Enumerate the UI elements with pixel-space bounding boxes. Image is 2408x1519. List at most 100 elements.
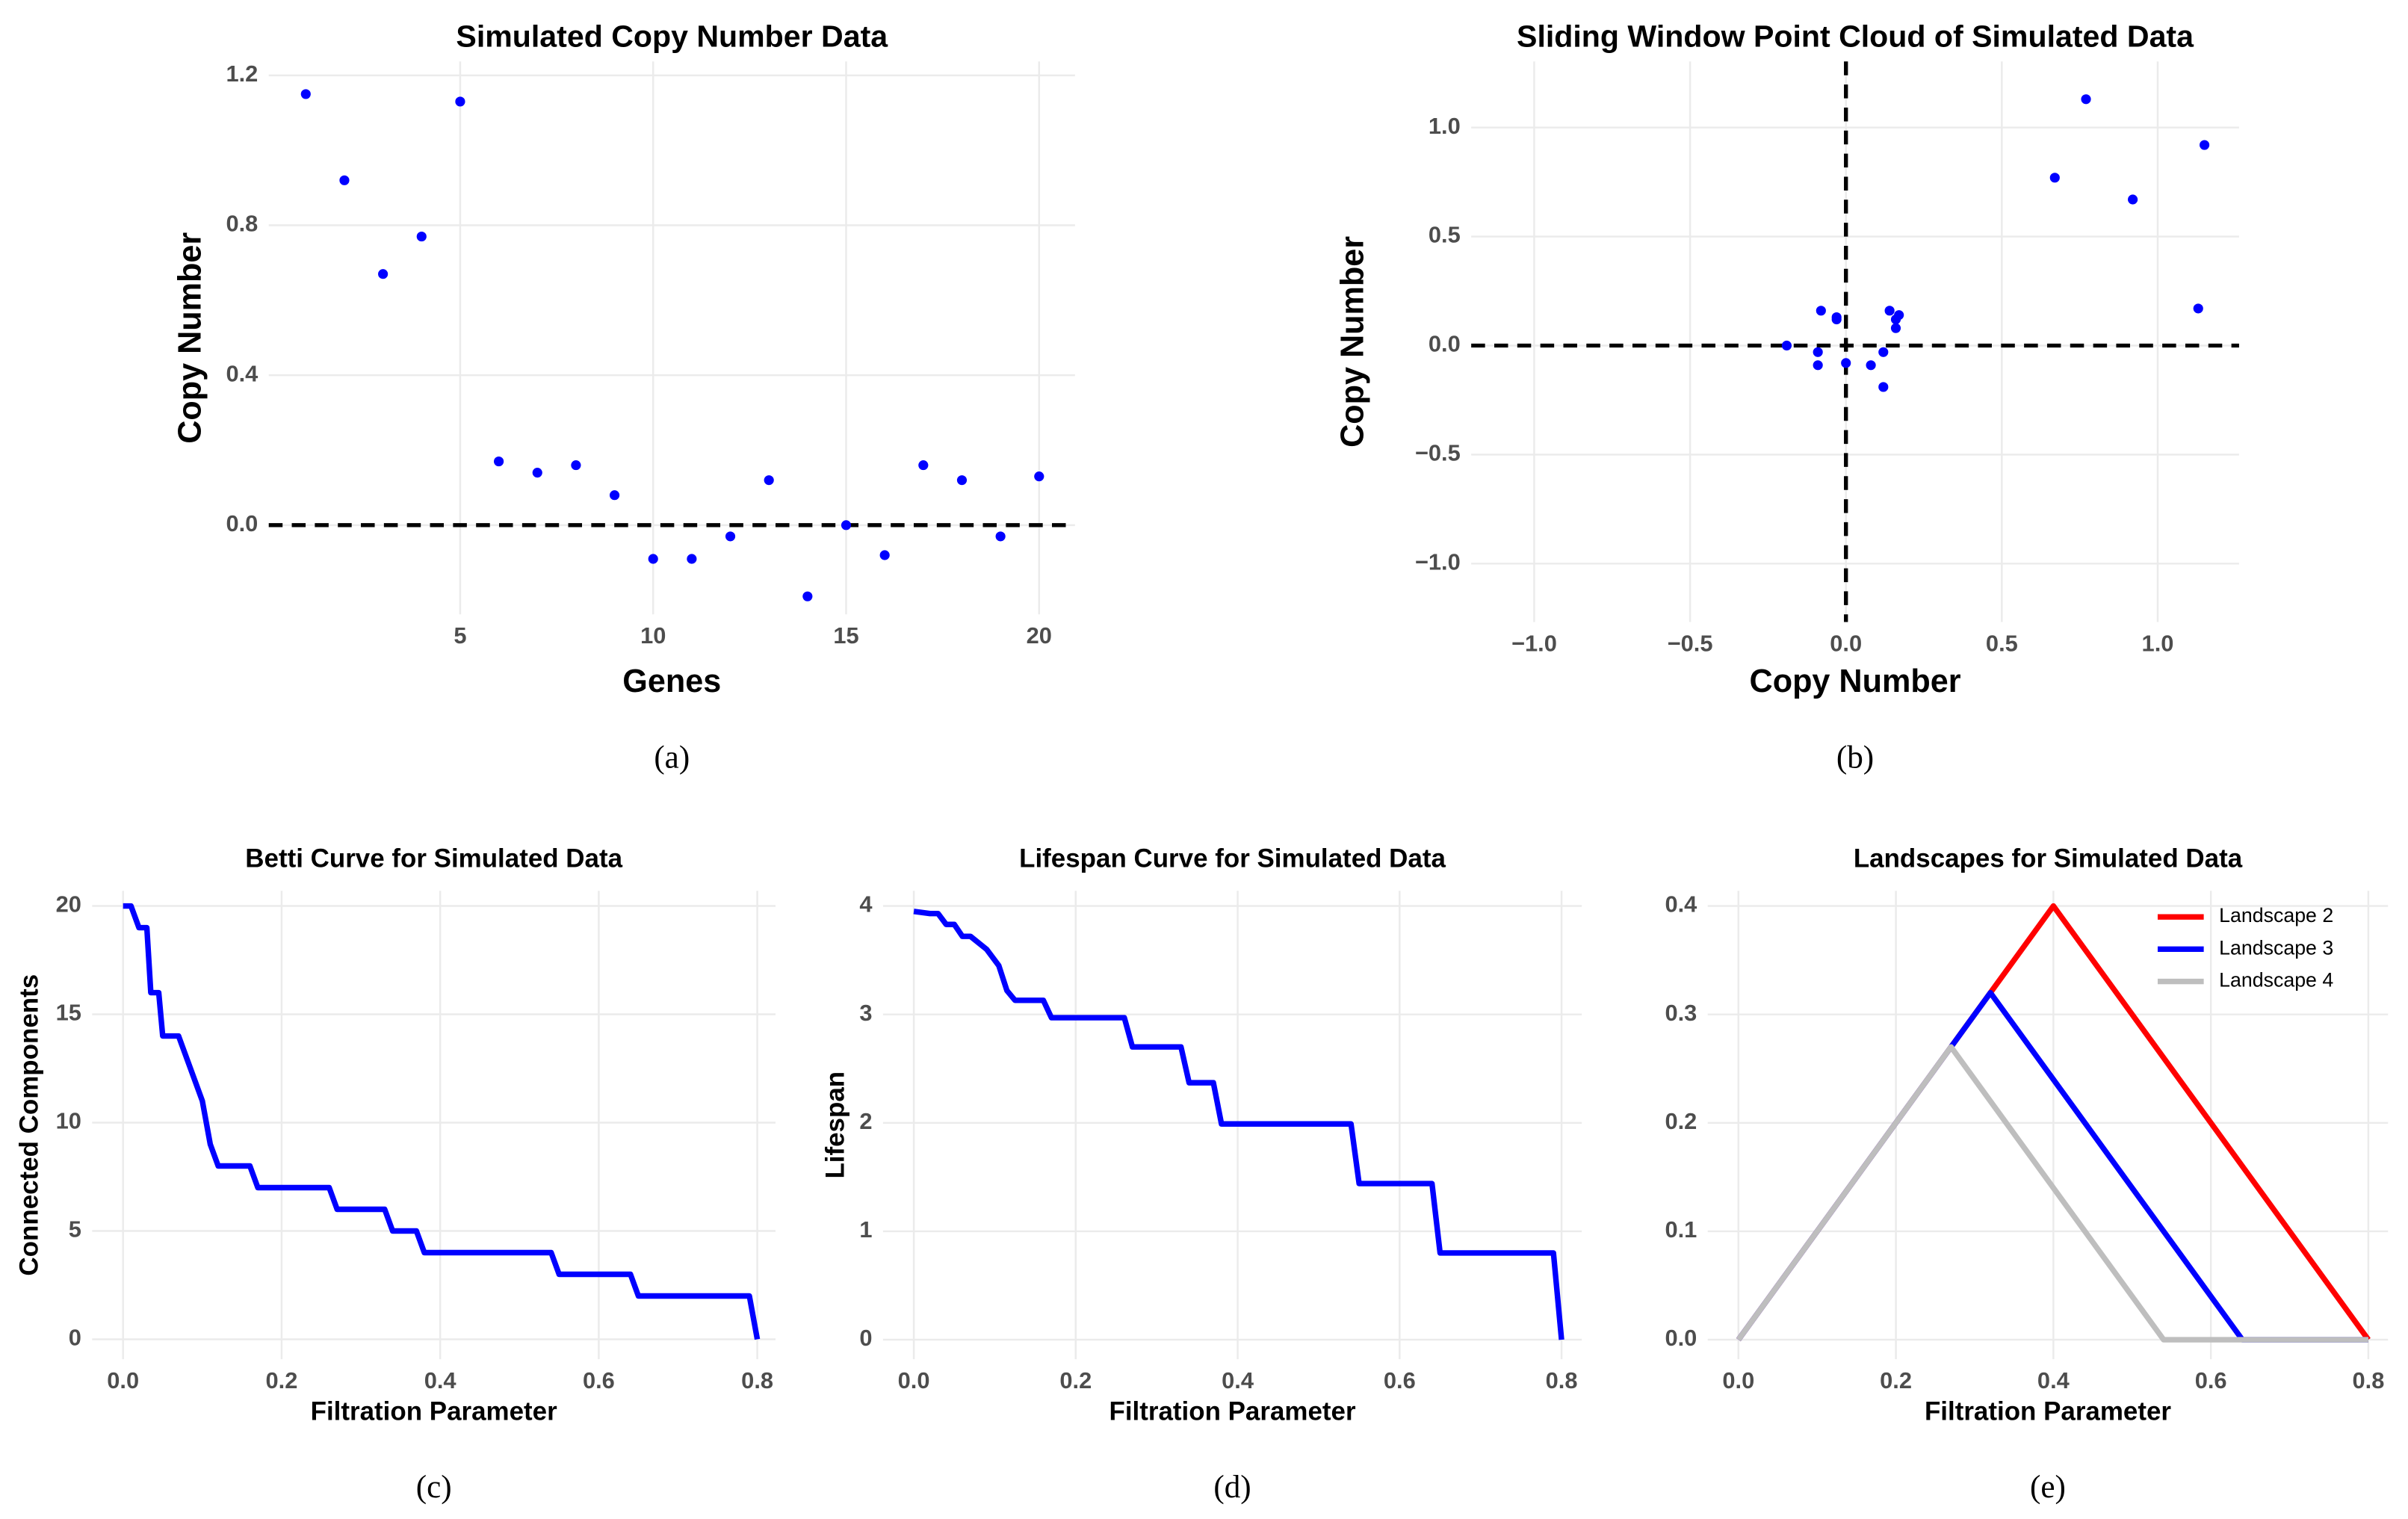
point bbox=[1866, 360, 1876, 371]
y-tick-label: 0 bbox=[69, 1325, 81, 1351]
caption: (b) bbox=[1836, 740, 1874, 775]
x-axis-label: Filtration Parameter bbox=[1925, 1396, 2171, 1426]
y-tick-label: 20 bbox=[56, 891, 81, 918]
y-tick-label: 3 bbox=[859, 1000, 872, 1026]
y-tick-label: 0.8 bbox=[226, 211, 258, 237]
point bbox=[1034, 471, 1044, 482]
x-tick-label: 0.6 bbox=[1384, 1367, 1416, 1393]
point bbox=[1841, 358, 1851, 368]
x-tick-label: 0.4 bbox=[1222, 1367, 1254, 1393]
point bbox=[918, 460, 929, 471]
chart-title: Lifespan Curve for Simulated Data bbox=[1019, 844, 1446, 873]
x-tick-label: 1.0 bbox=[2142, 631, 2174, 657]
y-tick-label: 0 bbox=[859, 1325, 872, 1351]
point bbox=[300, 89, 311, 99]
y-tick-label: 5 bbox=[69, 1216, 81, 1243]
x-tick-label: 0.2 bbox=[266, 1367, 298, 1393]
point bbox=[1878, 382, 1889, 392]
point bbox=[995, 531, 1006, 542]
x-tick-label: −0.5 bbox=[1668, 631, 1713, 657]
point bbox=[532, 468, 542, 478]
y-axis-label: Copy Number bbox=[1334, 236, 1370, 448]
x-tick-label: 0.5 bbox=[1986, 631, 2018, 657]
point bbox=[956, 475, 968, 486]
point bbox=[1781, 340, 1792, 351]
y-axis-label: Copy Number bbox=[172, 232, 208, 444]
x-tick-label: 0.0 bbox=[898, 1367, 930, 1393]
point bbox=[1813, 347, 1823, 357]
y-tick-label: 1.2 bbox=[226, 61, 258, 87]
point bbox=[1884, 306, 1895, 316]
y-tick-label: 0.4 bbox=[226, 360, 258, 386]
y-tick-label: 0.5 bbox=[1429, 222, 1461, 248]
point bbox=[1878, 347, 1889, 357]
point bbox=[455, 96, 465, 107]
point bbox=[841, 520, 852, 530]
x-axis-label: Copy Number bbox=[1750, 663, 1961, 699]
x-tick-label: −1.0 bbox=[1511, 631, 1557, 657]
point bbox=[687, 554, 697, 564]
panel: −1.0 −0.5 0.0 0.5 1.0 −1.0 −0.5 0.0 0.5 1.0 Slidin… bbox=[1334, 19, 2239, 775]
point bbox=[802, 591, 813, 601]
x-tick-label: 10 bbox=[640, 622, 666, 649]
point bbox=[1813, 360, 1823, 371]
x-tick-label: 0.4 bbox=[2037, 1367, 2070, 1393]
point bbox=[725, 531, 736, 542]
y-tick-label: 0.2 bbox=[1665, 1108, 1697, 1134]
point bbox=[2193, 303, 2203, 314]
x-tick-label: 0.6 bbox=[2195, 1367, 2227, 1393]
y-tick-label: 0.1 bbox=[1665, 1216, 1697, 1243]
caption: (a) bbox=[654, 740, 690, 775]
point bbox=[2128, 194, 2138, 205]
point bbox=[1890, 314, 1901, 325]
y-tick-label: 15 bbox=[56, 1000, 81, 1026]
y-tick-label: −0.5 bbox=[1415, 440, 1461, 466]
y-tick-label: 10 bbox=[56, 1108, 81, 1134]
point bbox=[2081, 94, 2091, 105]
x-tick-label: 0.8 bbox=[2353, 1367, 2385, 1393]
caption: (d) bbox=[1213, 1470, 1251, 1505]
x-tick-label: 0.2 bbox=[1880, 1367, 1912, 1393]
chart-title: Sliding Window Point Cloud of Simulated … bbox=[1517, 19, 2194, 53]
panel: 5 10 15 20 0.0 0.4 0.8 1.2 Simulated Copy Number… bbox=[172, 19, 1075, 775]
point bbox=[339, 175, 350, 185]
x-tick-label: 0.8 bbox=[1546, 1367, 1578, 1393]
line-series bbox=[123, 903, 761, 1340]
x-tick-label: 0.6 bbox=[583, 1367, 615, 1393]
x-tick-label: 0.0 bbox=[1722, 1367, 1754, 1393]
x-tick-label: 0.4 bbox=[424, 1367, 456, 1393]
y-tick-label: 4 bbox=[859, 891, 872, 918]
y-tick-label: 0.3 bbox=[1665, 1000, 1697, 1026]
caption: (c) bbox=[416, 1470, 452, 1505]
x-tick-label: 0.8 bbox=[741, 1367, 773, 1393]
point bbox=[879, 550, 890, 560]
point bbox=[1831, 312, 1842, 323]
y-axis-label: Lifespan bbox=[820, 1071, 849, 1179]
x-tick-label: 0.0 bbox=[1830, 631, 1862, 657]
caption: (e) bbox=[2030, 1470, 2066, 1505]
y-tick-label: 0.0 bbox=[1665, 1325, 1697, 1351]
x-axis-label: Genes bbox=[622, 663, 721, 699]
point bbox=[494, 456, 504, 467]
x-tick-label: 15 bbox=[833, 622, 858, 649]
line-series bbox=[1736, 1044, 2368, 1343]
x-tick-label: 20 bbox=[1027, 622, 1052, 649]
point bbox=[609, 490, 620, 501]
point bbox=[648, 554, 658, 564]
chart-title: Betti Curve for Simulated Data bbox=[245, 844, 622, 873]
y-tick-label: 2 bbox=[859, 1108, 872, 1134]
point bbox=[378, 269, 389, 279]
chart-title: Simulated Copy Number Data bbox=[456, 19, 888, 53]
legend-label: Landscape 2 bbox=[2219, 904, 2333, 926]
line-series bbox=[913, 909, 1564, 1340]
point bbox=[2200, 140, 2210, 150]
legend-label: Landscape 4 bbox=[2219, 969, 2333, 991]
x-tick-label: 0.0 bbox=[107, 1367, 139, 1393]
y-axis-label: Connected Components bbox=[14, 974, 43, 1276]
y-tick-label: −1.0 bbox=[1415, 548, 1461, 575]
point bbox=[1890, 323, 1901, 333]
x-tick-label: 0.2 bbox=[1059, 1367, 1092, 1393]
point bbox=[571, 460, 581, 471]
y-tick-label: 0.0 bbox=[1429, 331, 1461, 357]
